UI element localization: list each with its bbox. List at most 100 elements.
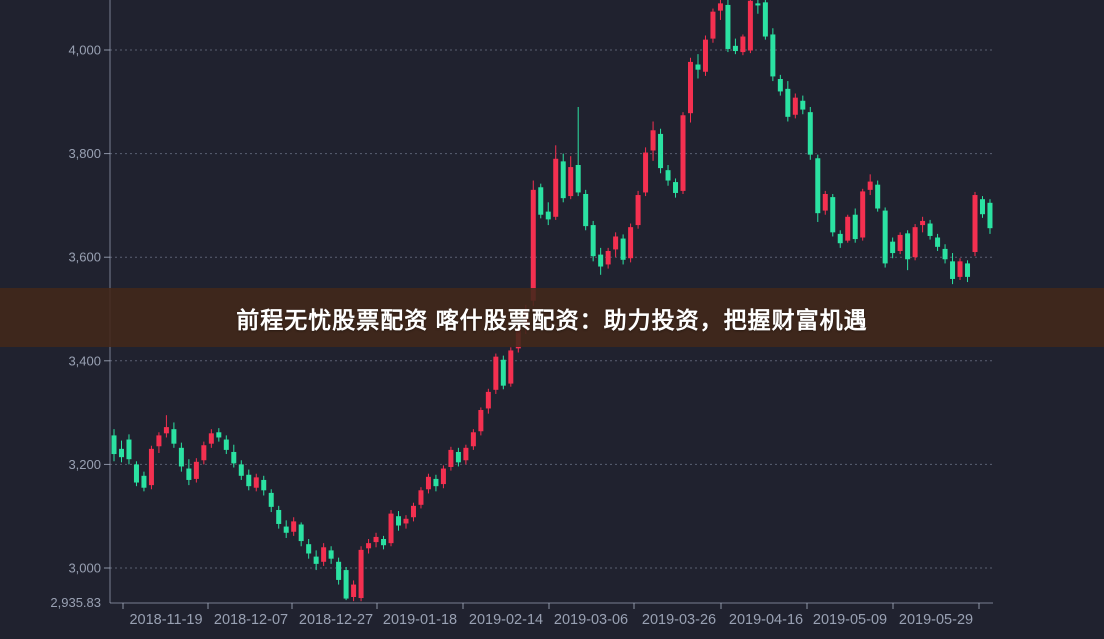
candle-body — [695, 64, 701, 70]
candle-body — [118, 448, 124, 458]
x-axis-label: 2018-12-27 — [299, 612, 373, 628]
x-axis-label: 2019-03-06 — [554, 612, 628, 628]
candle-body — [321, 547, 327, 562]
candle-body — [223, 439, 229, 450]
axis-labels: 4,000 3,800 3,600 3,400 3,200 3,000 2,935.83 — [50, 43, 101, 611]
candles — [111, 0, 993, 602]
candle-body — [538, 187, 544, 215]
x-axis-label: 2019-02-14 — [469, 612, 543, 628]
x-axis-label: 2019-04-16 — [729, 612, 803, 628]
candle-body — [470, 432, 476, 447]
candle-body — [927, 223, 933, 236]
candle-body — [238, 464, 244, 476]
candle-body — [747, 0, 753, 51]
candle-body — [373, 536, 379, 543]
candle-body — [410, 505, 416, 518]
candle-body — [381, 538, 387, 546]
candle-body — [575, 164, 581, 193]
candle-body — [298, 524, 304, 542]
y-axis-label: 4,000 — [68, 43, 101, 58]
candle-body — [822, 194, 828, 211]
candle-body — [231, 451, 237, 464]
candle-body — [186, 468, 192, 480]
candle-body — [680, 115, 686, 191]
candle-body — [253, 477, 259, 488]
candle-body — [665, 170, 671, 181]
candle-body — [418, 490, 424, 505]
y-axis-label: 3,000 — [68, 561, 101, 576]
candle-body — [957, 261, 963, 277]
x-axis-label: 2019-01-18 — [383, 612, 457, 628]
candle-body — [261, 479, 267, 491]
candle-body — [126, 439, 132, 460]
candle-body — [777, 79, 783, 92]
candle-body — [583, 194, 589, 227]
candle-body — [440, 468, 446, 485]
candle-body — [201, 445, 207, 461]
candle-body — [148, 448, 154, 486]
candle-body — [425, 476, 431, 490]
candle-body — [208, 433, 214, 444]
candle-body — [800, 100, 806, 110]
candle-body — [628, 227, 634, 259]
candle-body — [702, 39, 708, 72]
candle-body — [935, 237, 941, 247]
candle-body — [837, 233, 843, 244]
candle-body — [830, 197, 836, 233]
y-axis-label: 3,200 — [68, 457, 101, 472]
candle-body — [965, 263, 971, 277]
candle-body — [403, 518, 409, 524]
candle-body — [366, 543, 372, 549]
candle-body — [815, 158, 821, 214]
x-axis-labels: 2018-11-19 2018-12-07 2018-12-27 2019-01-18… — [129, 612, 973, 628]
grid-lines — [104, 49, 993, 569]
candle-body — [171, 429, 177, 444]
candle-body — [875, 184, 881, 209]
candle-body — [912, 227, 918, 258]
candle-body — [717, 3, 723, 11]
candle-body — [455, 451, 461, 463]
candle-body — [485, 391, 491, 409]
candle-body — [328, 550, 334, 559]
title-banner: 前程无忧股票配资 喀什股票配资：助力投资，把握财富机遇 — [0, 288, 1104, 347]
y-axis-label: 3,400 — [68, 353, 101, 368]
candle-body — [463, 447, 469, 461]
candle-body — [590, 225, 596, 257]
candle-body — [246, 474, 252, 487]
candle-body — [710, 11, 716, 39]
candle-body — [343, 570, 349, 599]
candle-body — [141, 475, 147, 488]
x-axis-label: 2019-05-09 — [813, 612, 887, 628]
candle-body — [276, 509, 282, 524]
y-axis-label: 3,600 — [68, 250, 101, 265]
candle-body — [358, 549, 364, 599]
candle-body — [448, 449, 454, 467]
candle-body — [313, 556, 319, 564]
candle-body — [673, 182, 679, 193]
candle-body — [860, 191, 866, 238]
candle-body — [732, 45, 738, 52]
candle-body — [283, 526, 289, 533]
candle-body — [658, 133, 664, 169]
candle-body — [852, 214, 858, 240]
candle-body — [792, 97, 798, 115]
candle-body — [291, 521, 297, 532]
candle-body — [755, 3, 761, 6]
y-axis-min-label: 2,935.83 — [50, 595, 101, 610]
candle-body — [882, 210, 888, 264]
candle-body — [433, 478, 439, 487]
candle-body — [553, 158, 559, 217]
candle-body — [598, 254, 604, 267]
candle-body — [396, 516, 402, 526]
candle-body — [500, 359, 506, 386]
x-axis-label: 2019-03-26 — [642, 612, 716, 628]
candle-body — [725, 4, 731, 49]
candle-body — [897, 234, 903, 251]
candle-body — [336, 561, 342, 580]
x-axis-label: 2018-11-19 — [129, 612, 202, 628]
candle-body — [351, 584, 357, 598]
candle-body — [508, 350, 514, 384]
candle-body — [920, 220, 926, 226]
candle-body — [178, 447, 184, 467]
candle-body — [650, 130, 656, 151]
